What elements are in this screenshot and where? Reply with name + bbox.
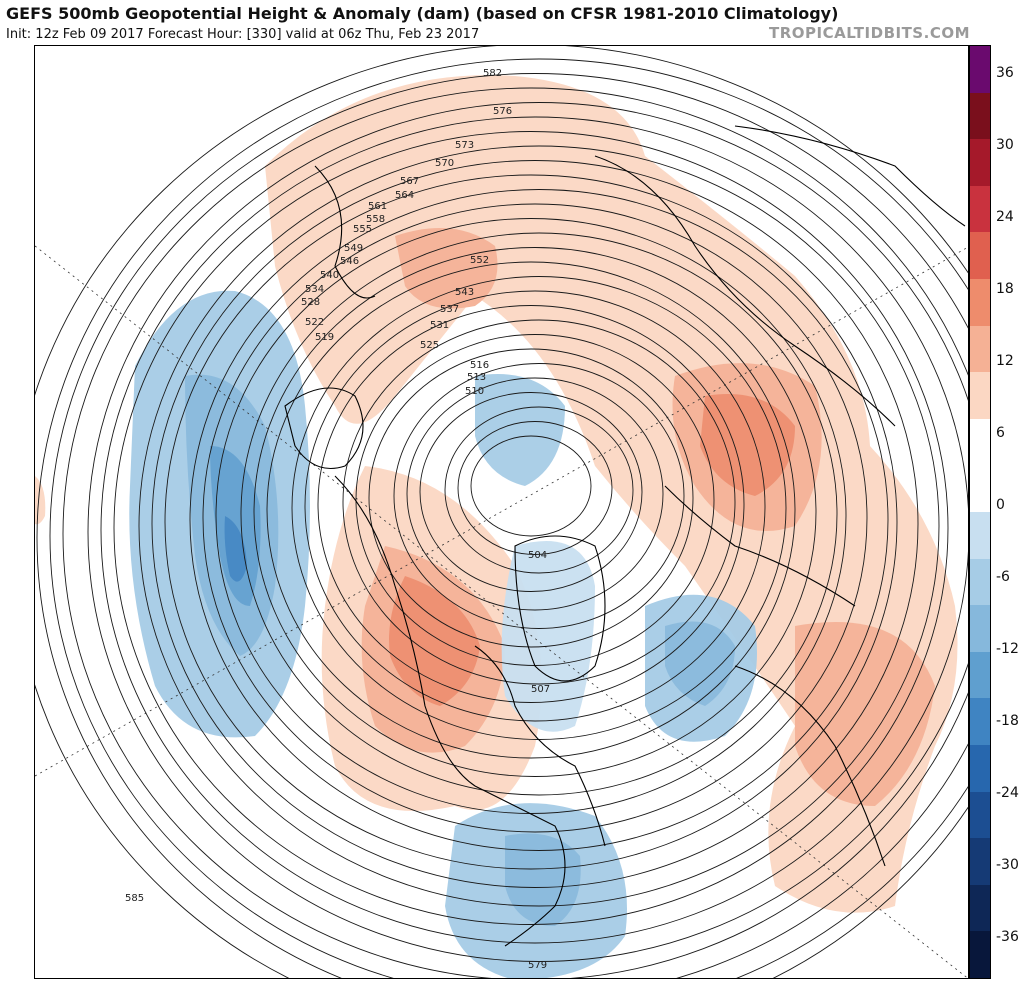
contour-label: 552 — [470, 255, 489, 266]
height-contour — [368, 348, 694, 648]
colorbar-tick-label: 12 — [996, 353, 1014, 369]
height-contour — [100, 116, 968, 944]
height-contour — [113, 131, 949, 925]
colorbar-segment — [970, 745, 990, 793]
contour-label: 564 — [395, 190, 414, 201]
contour-label: 525 — [420, 340, 439, 351]
colorbar-tick-label: -24 — [996, 785, 1019, 801]
brand-watermark: TROPICALTIDBITS.COM — [769, 24, 970, 42]
colorbar-segment — [970, 931, 990, 979]
colorbar-tick-label: -12 — [996, 641, 1019, 657]
height-contour — [444, 406, 634, 574]
colorbar-tick-label: 24 — [996, 209, 1014, 225]
colorbar-tick-label: 0 — [996, 497, 1005, 513]
forecast-info: Init: 12z Feb 09 2017 Forecast Hour: [33… — [6, 27, 480, 42]
height-contour — [470, 435, 592, 537]
contour-label: 516 — [470, 360, 489, 371]
height-contour — [62, 87, 968, 978]
chart-title: GEFS 500mb Geopotential Height & Anomaly… — [6, 4, 839, 23]
height-contour — [419, 392, 643, 592]
height-contour — [342, 319, 736, 685]
contour-label: 519 — [315, 332, 334, 343]
height-contour — [36, 58, 968, 978]
height-contours — [35, 46, 968, 978]
colorbar-segment — [970, 46, 990, 94]
colorbar-tick-label: -18 — [996, 713, 1019, 729]
colorbar-segment — [970, 512, 990, 560]
coastlines — [284, 125, 966, 947]
colorbar-segment — [970, 605, 990, 653]
height-contour — [87, 102, 968, 962]
colorbar-tick-label: 6 — [996, 425, 1005, 441]
colorbar-segment — [970, 558, 990, 606]
contour-label: 531 — [430, 320, 449, 331]
map-panel: 582 576 573 570 567 564 561 558 555 549 546 540 534 5… — [34, 45, 969, 979]
height-contour — [317, 305, 745, 703]
contour-label: 579 — [528, 960, 547, 971]
height-contour — [393, 363, 685, 629]
contour-label: 576 — [493, 106, 512, 117]
contour-label: 546 — [340, 256, 359, 267]
contour-label: 573 — [455, 140, 474, 151]
colorbar-tick-label: -6 — [996, 569, 1010, 585]
colorbar-tick-label: 36 — [996, 65, 1014, 81]
contour-label: 504 — [528, 550, 547, 561]
contour-label: 522 — [305, 317, 324, 328]
colorbar-segment — [970, 325, 990, 373]
colorbar-segment — [970, 139, 990, 187]
colorbar-tick-label: -30 — [996, 857, 1019, 873]
colorbar-segment — [970, 232, 990, 280]
height-contour — [240, 232, 838, 796]
colorbar-segment — [970, 651, 990, 699]
contour-label: 537 — [440, 304, 459, 315]
contour-label: 507 — [531, 684, 550, 695]
contour-label: 561 — [368, 201, 387, 212]
colorbar-tick-label: -36 — [996, 929, 1019, 945]
height-contour — [164, 174, 898, 870]
contour-label: 534 — [305, 284, 324, 295]
anomaly-colorbar — [969, 45, 991, 979]
contour-label: 582 — [483, 68, 502, 79]
contour-label: 543 — [455, 287, 474, 298]
height-contour — [304, 290, 766, 722]
contour-label: 570 — [435, 158, 454, 169]
height-contour — [202, 203, 868, 833]
height-contour — [138, 145, 940, 907]
height-contour — [49, 73, 968, 978]
colorbar-segment — [970, 279, 990, 327]
colorbar-segment — [970, 791, 990, 839]
height-contour — [457, 421, 613, 555]
height-contour — [266, 261, 796, 759]
colorbar-tick-label: 18 — [996, 281, 1014, 297]
contour-label: 555 — [353, 224, 372, 235]
height-contour — [406, 377, 664, 611]
contour-label: 540 — [320, 270, 339, 281]
contour-label: 513 — [467, 372, 486, 383]
height-contour — [151, 160, 919, 888]
contour-label: 549 — [344, 243, 363, 254]
colorbar-segment — [970, 838, 990, 886]
colorbar-segment — [970, 418, 990, 466]
colorbar-segment — [970, 465, 990, 513]
colorbar-segment — [970, 185, 990, 233]
colorbar-tick-label: 30 — [996, 137, 1014, 153]
contour-label: 528 — [301, 297, 320, 308]
colorbar-segment — [970, 372, 990, 420]
graticule — [35, 245, 968, 978]
contour-label: 585 — [125, 893, 144, 904]
height-contour — [189, 189, 889, 851]
colorbar-segment — [970, 884, 990, 932]
colorbar-segment — [970, 698, 990, 746]
colorbar-segment — [970, 92, 990, 140]
contour-label: 510 — [465, 386, 484, 397]
contour-label: 567 — [400, 176, 419, 187]
contour-label: 558 — [366, 214, 385, 225]
height-contour — [253, 247, 817, 777]
